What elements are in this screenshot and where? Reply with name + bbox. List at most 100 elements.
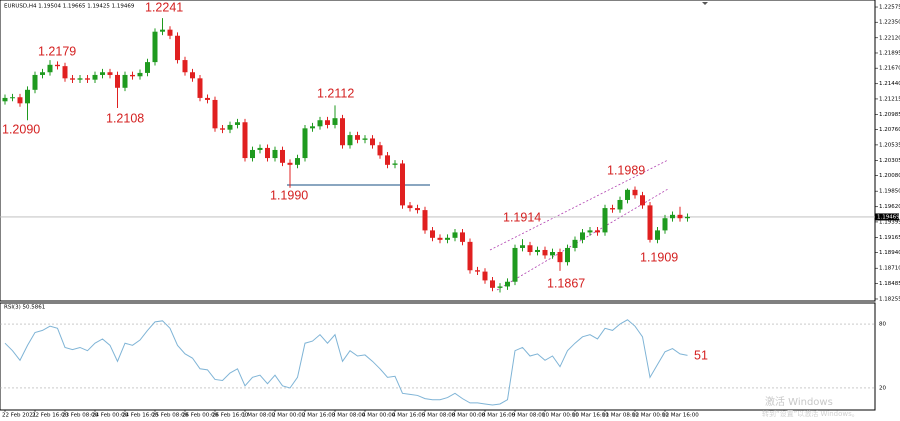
candle-body [32,74,38,90]
x-tick-label: 12 Mar 16:00 [662,413,699,419]
x-tick-label: 11 Mar 08:00 [602,413,639,419]
annotation: 1.1867 [547,276,585,290]
candle-body [325,120,330,125]
y-tick-label: 1.22120 [879,35,900,41]
candle-body [490,280,495,288]
candle-body [257,147,263,150]
candle-body [392,163,398,165]
y-tick-label: 1.18485 [879,281,900,287]
x-tick-label: 3 Mar 08:00 [332,413,366,419]
candle-body [77,78,83,80]
candle-body [107,72,113,75]
x-tick-label: 1 Mar 08:00 [242,413,276,419]
candle-body [130,74,135,77]
candle-body [542,249,548,256]
candle-body [235,122,240,125]
candle-body [100,72,105,75]
candle-body [190,72,195,79]
candle-body [310,126,315,129]
candle-body [10,97,15,99]
x-tick-label: 8 Mar 16:00 [482,413,516,419]
candle-body [377,145,383,156]
candle-body [647,205,653,240]
candle-body [152,31,158,63]
candle-body [197,78,203,98]
annotation: 1.2241 [145,0,183,14]
candle-body [610,208,615,210]
y-tick-label: 1.20985 [879,112,900,118]
last-price-box [875,213,899,221]
price-panel [0,0,876,302]
candle-body [62,66,68,79]
candle-body [115,74,120,88]
y-tick-label: 1.19620 [879,204,900,210]
x-tick-label: 5 Mar 08:00 [422,413,456,419]
candle-body [430,230,435,238]
rsi-panel [0,302,876,411]
candle-body [527,245,533,253]
candle-body [47,64,53,73]
candle-body [460,232,465,242]
annotation: 1.1909 [640,250,678,264]
candle-body [362,138,368,140]
candle-body [632,189,638,196]
candle-body [2,97,8,102]
x-tick-label: 8 Mar 00:00 [452,413,486,419]
candle-body [212,99,218,129]
candle-body [92,74,98,80]
annotation: 1.1990 [270,188,308,202]
candle-body [400,163,405,206]
y-tick-label: 1.18255 [879,296,900,302]
candle-body [512,247,518,282]
annotation: 1.2112 [317,86,354,100]
candle-body [167,29,173,36]
candle-body [437,237,443,240]
candle-body [670,214,675,219]
y-tick-label: 1.19165 [879,235,900,241]
candle-body [17,97,23,104]
candle-body [295,158,300,165]
candle-body [332,118,338,125]
y-tick-label: 1.18710 [879,266,900,272]
annotation: 1.2179 [38,44,76,58]
channel-upper [489,159,669,251]
x-tick-label: 10 Mar 00:00 [542,413,579,419]
candle-body [122,74,128,88]
annotation: 1.1914 [503,210,541,224]
candle-body [520,245,525,248]
candle-body [572,239,578,248]
candle-body [505,281,510,287]
rsi-tick-label: 20 [879,385,886,391]
candle-body [445,237,450,240]
candle-body [467,241,473,271]
candle-body [452,232,458,238]
x-tick-label: 24 Feb 00:00 [92,413,129,419]
candle-body [565,247,570,263]
candle-body [160,29,165,32]
x-tick-label: 22 Feb 16:00 [32,413,69,419]
watermark: 激活 Windows [765,395,833,408]
candle-body [25,89,30,104]
candle-body [317,120,323,127]
x-tick-label: 2 Mar 16:00 [302,413,336,419]
x-tick-label: 4 Mar 00:00 [362,413,396,419]
x-tick-label: 9 Mar 08:00 [512,413,546,419]
annotation: 1.1989 [607,163,645,177]
x-tick-label: 26 Feb 16:00 [212,413,249,419]
watermark: 转到“设置”以激活 Windows。 [762,409,859,418]
x-tick-label: 12 Mar 00:00 [632,413,669,419]
candle-body [227,124,233,130]
candle-body [205,97,210,100]
x-tick-label: 22 Feb 2021 [2,413,36,419]
candle-body [580,232,585,240]
x-tick-label: 10 Mar 16:00 [572,413,609,419]
candle-body [280,149,285,163]
y-tick-label: 1.20760 [879,127,900,133]
candle-body [535,249,540,253]
x-tick-label: 24 Feb 16:00 [122,413,159,419]
y-tick-label: 1.20305 [879,158,900,164]
channel-lower [496,188,669,291]
y-tick-label: 1.22350 [879,20,900,26]
candle-body [355,135,360,140]
